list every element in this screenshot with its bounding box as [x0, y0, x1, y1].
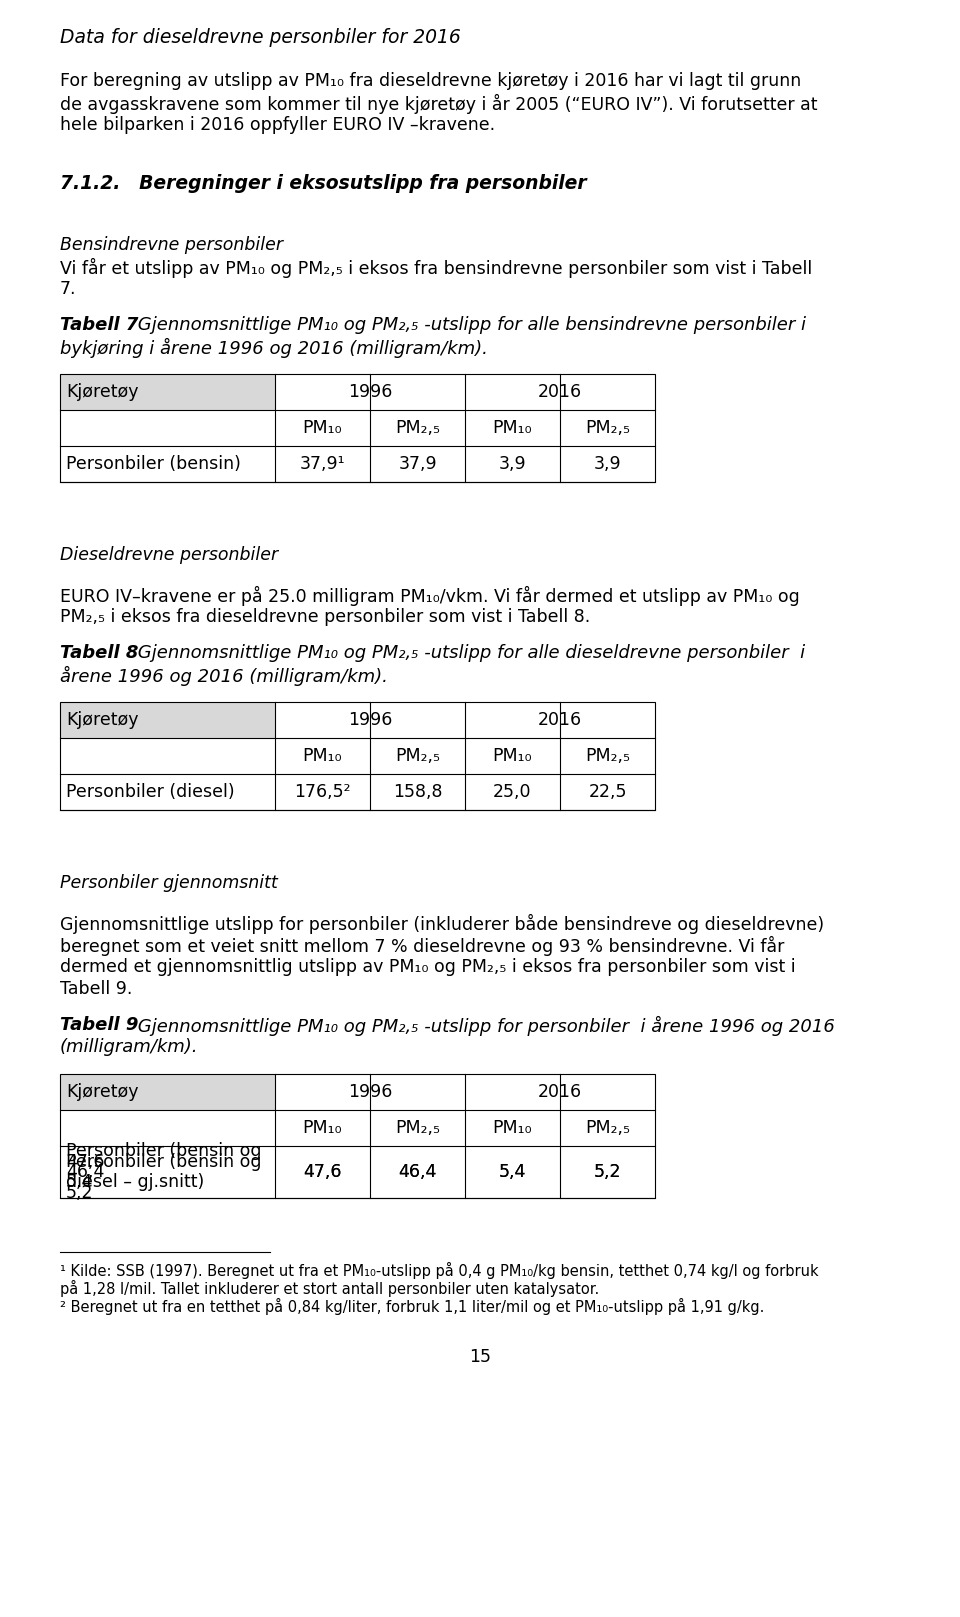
Text: Personbiler (bensin og: Personbiler (bensin og [66, 1153, 261, 1171]
Text: Data for dieseldrevne personbiler for 2016: Data for dieseldrevne personbiler for 20… [60, 27, 461, 47]
Text: 2016: 2016 [538, 383, 582, 401]
Text: Tabell 9: Tabell 9 [60, 1015, 138, 1033]
Text: Bensindrevne personbiler: Bensindrevne personbiler [60, 236, 283, 254]
Text: Tabell 9.: Tabell 9. [60, 980, 132, 998]
Text: 5,2: 5,2 [593, 1163, 621, 1180]
Text: Kjøretøy: Kjøretøy [66, 1083, 138, 1101]
Text: PM₁₀: PM₁₀ [492, 419, 532, 437]
Text: 2016: 2016 [538, 711, 582, 729]
Bar [60, 702, 275, 737]
Text: PM₂,₅ i eksos fra dieseldrevne personbiler som vist i Tabell 8.: PM₂,₅ i eksos fra dieseldrevne personbil… [60, 608, 590, 626]
Text: på 1,28 l/mil. Tallet inkluderer et stort antall personbiler uten katalysator.: på 1,28 l/mil. Tallet inkluderer et stor… [60, 1281, 599, 1297]
Text: 15: 15 [469, 1349, 491, 1366]
Text: 7.1.2. Beregninger i eksosutslipp fra personbiler: 7.1.2. Beregninger i eksosutslipp fra pe… [60, 175, 587, 192]
Text: 46,4: 46,4 [398, 1163, 437, 1180]
Text: dermed et gjennomsnittlig utslipp av PM₁₀ og PM₂,₅ i eksos fra personbiler som v: dermed et gjennomsnittlig utslipp av PM₁… [60, 957, 796, 977]
Text: Vi får et utslipp av PM₁₀ og PM₂,₅ i eksos fra bensindrevne personbiler som vist: Vi får et utslipp av PM₁₀ og PM₂,₅ i eks… [60, 259, 812, 278]
Text: hele bilparken i 2016 oppfyller EURO IV –kravene.: hele bilparken i 2016 oppfyller EURO IV … [60, 116, 495, 134]
Text: bykjøring i årene 1996 og 2016 (milligram/km).: bykjøring i årene 1996 og 2016 (milligra… [60, 338, 488, 357]
Text: PM₁₀: PM₁₀ [492, 1119, 532, 1137]
Text: 46,4: 46,4 [398, 1163, 437, 1180]
Text: PM₂,₅: PM₂,₅ [585, 747, 630, 765]
Text: 1996: 1996 [348, 1083, 393, 1101]
Text: 47,6: 47,6 [303, 1163, 342, 1180]
Text: Gjennomsnittlige utslipp for personbiler (inkluderer både bensindreve og dieseld: Gjennomsnittlige utslipp for personbiler… [60, 914, 824, 935]
Text: 25,0: 25,0 [493, 783, 532, 800]
Text: 5,2: 5,2 [66, 1184, 93, 1201]
Text: 37,9: 37,9 [398, 454, 437, 474]
Bar [60, 374, 655, 482]
Text: PM₂,₅: PM₂,₅ [585, 1119, 630, 1137]
Text: 7.: 7. [60, 280, 77, 298]
Text: PM₁₀: PM₁₀ [492, 747, 532, 765]
Text: 3,9: 3,9 [593, 454, 621, 474]
Text: PM₂,₅: PM₂,₅ [585, 419, 630, 437]
Text: Personbiler gjennomsnitt: Personbiler gjennomsnitt [60, 875, 277, 893]
Text: årene 1996 og 2016 (milligram/km).: årene 1996 og 2016 (milligram/km). [60, 666, 388, 686]
Text: PM₂,₅: PM₂,₅ [395, 1119, 440, 1137]
Text: (milligram/km).: (milligram/km). [60, 1038, 199, 1056]
Text: PM₂,₅: PM₂,₅ [395, 419, 440, 437]
Bar [60, 702, 655, 810]
Text: Gjennomsnittlige PM₁₀ og PM₂,₅ -utslipp for alle bensindrevne personbiler i: Gjennomsnittlige PM₁₀ og PM₂,₅ -utslipp … [132, 315, 806, 335]
Text: EURO IV–kravene er på 25.0 milligram PM₁₀/vkm. Vi får dermed et utslipp av PM₁₀ : EURO IV–kravene er på 25.0 milligram PM₁… [60, 585, 800, 606]
Text: 47,6: 47,6 [66, 1153, 105, 1171]
Text: 5,4: 5,4 [499, 1163, 526, 1180]
Text: beregnet som et veiet snitt mellom 7 % dieseldrevne og 93 % bensindrevne. Vi får: beregnet som et veiet snitt mellom 7 % d… [60, 936, 784, 956]
Text: ² Beregnet ut fra en tetthet på 0,84 kg/liter, forbruk 1,1 liter/mil og et PM₁₀-: ² Beregnet ut fra en tetthet på 0,84 kg/… [60, 1298, 764, 1315]
Text: 3,9: 3,9 [498, 454, 526, 474]
Text: 47,6: 47,6 [303, 1163, 342, 1180]
Text: Kjøretøy: Kjøretøy [66, 711, 138, 729]
Text: Tabell 7: Tabell 7 [60, 315, 138, 335]
Text: ¹ Kilde: SSB (1997). Beregnet ut fra et PM₁₀-utslipp på 0,4 g PM₁₀/kg bensin, te: ¹ Kilde: SSB (1997). Beregnet ut fra et … [60, 1261, 819, 1279]
Bar [60, 374, 275, 411]
Text: 176,5²: 176,5² [295, 783, 350, 800]
Text: For beregning av utslipp av PM₁₀ fra dieseldrevne kjøretøy i 2016 har vi lagt ti: For beregning av utslipp av PM₁₀ fra die… [60, 73, 802, 91]
Text: 5,4: 5,4 [66, 1174, 93, 1192]
Text: 22,5: 22,5 [588, 783, 627, 800]
Text: PM₂,₅: PM₂,₅ [395, 747, 440, 765]
Text: Tabell 8: Tabell 8 [60, 644, 138, 661]
Text: Kjøretøy: Kjøretøy [66, 383, 138, 401]
Text: 2016: 2016 [538, 1083, 582, 1101]
Text: PM₁₀: PM₁₀ [302, 747, 343, 765]
Text: de avgasskravene som kommer til nye kjøretøy i år 2005 (“EURO IV”). Vi forutsett: de avgasskravene som kommer til nye kjør… [60, 94, 818, 115]
Text: 5,2: 5,2 [593, 1163, 621, 1180]
Text: 1996: 1996 [348, 711, 393, 729]
Bar [60, 1074, 275, 1109]
Text: Gjennomsnittlige PM₁₀ og PM₂,₅ -utslipp for alle dieseldrevne personbiler  i: Gjennomsnittlige PM₁₀ og PM₂,₅ -utslipp … [132, 644, 805, 661]
Text: 158,8: 158,8 [393, 783, 443, 800]
Text: Personbiler (bensin): Personbiler (bensin) [66, 454, 241, 474]
Text: 5,4: 5,4 [499, 1163, 526, 1180]
Bar [60, 1074, 655, 1198]
Text: PM₁₀: PM₁₀ [302, 1119, 343, 1137]
Text: PM₁₀: PM₁₀ [302, 419, 343, 437]
Text: Personbiler (diesel): Personbiler (diesel) [66, 783, 234, 800]
Text: 37,9¹: 37,9¹ [300, 454, 346, 474]
Text: diesel – gj.snitt): diesel – gj.snitt) [66, 1174, 204, 1192]
Text: Personbiler (bensin og: Personbiler (bensin og [66, 1142, 261, 1161]
Text: Gjennomsnittlige PM₁₀ og PM₂,₅ -utslipp for personbiler  i årene 1996 og 2016: Gjennomsnittlige PM₁₀ og PM₂,₅ -utslipp … [132, 1015, 835, 1036]
Text: 1996: 1996 [348, 383, 393, 401]
Text: 46,4: 46,4 [66, 1163, 105, 1180]
Text: Dieseldrevne personbiler: Dieseldrevne personbiler [60, 547, 278, 564]
